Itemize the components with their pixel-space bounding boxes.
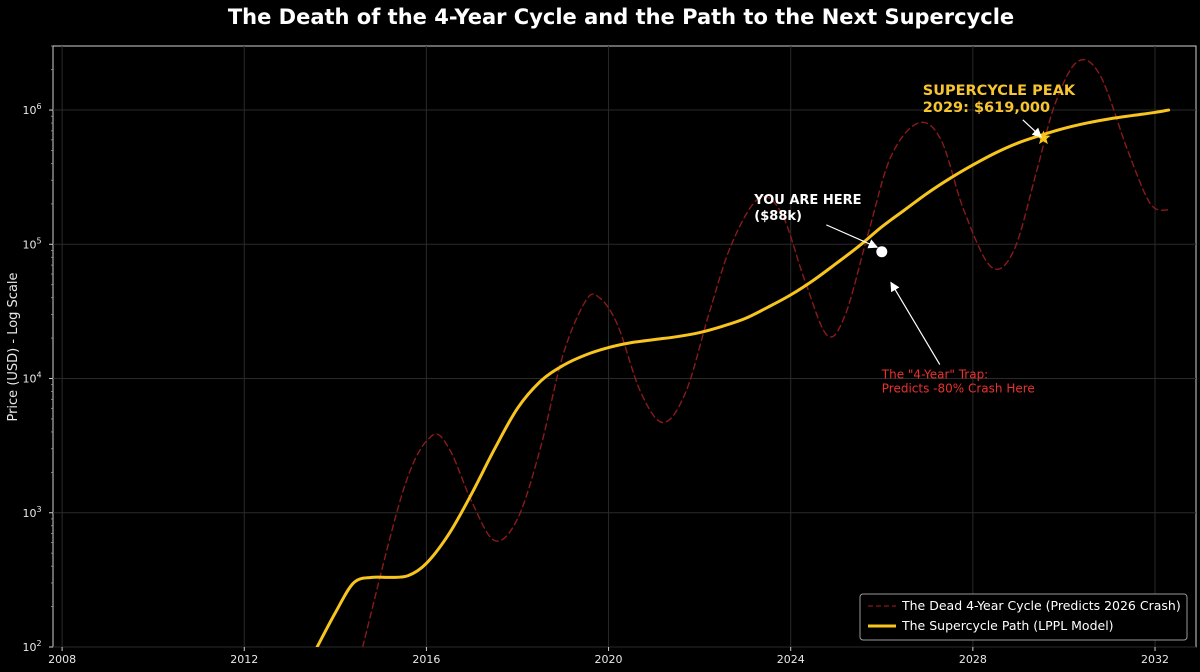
y-axis-label: Price (USD) - Log Scale — [6, 272, 21, 421]
trap-annotation-line-1: The "4-Year" Trap: — [881, 368, 988, 382]
series-line-supercycle — [315, 108, 1171, 647]
series-layer — [315, 58, 1171, 647]
y-axis-ticks: 102 103 104 105 106 — [22, 45, 53, 654]
marker-supercycle-peak — [1036, 130, 1051, 145]
x-tick-label: 2032 — [1141, 653, 1169, 666]
legend-label-supercycle: The Supercycle Path (LPPL Model) — [901, 618, 1114, 633]
peak-annotation: SUPERCYCLE PEAK 2029: $619,000 — [923, 83, 1080, 116]
y-tick-label: 105 — [22, 236, 41, 251]
trap-annotation-line-2: Predicts -80% Crash Here — [882, 382, 1035, 396]
x-tick-label: 2024 — [777, 653, 805, 666]
x-tick-label: 2028 — [959, 653, 987, 666]
x-tick-label: 2012 — [230, 653, 258, 666]
chart-title: The Death of the 4-Year Cycle and the Pa… — [228, 5, 1014, 29]
marker-layer — [876, 130, 1051, 258]
current-annotation-line-1: YOU ARE HERE — [753, 193, 861, 208]
current-annotation-line-2: ($88k) — [754, 209, 802, 224]
x-tick-label: 2008 — [48, 653, 76, 666]
peak-annotation-line-1: SUPERCYCLE PEAK — [923, 83, 1076, 99]
plot-area — [52, 45, 1197, 648]
peak-arrow — [1022, 119, 1042, 138]
marker-current-price — [876, 246, 888, 258]
y-tick-label: 102 — [22, 639, 41, 654]
x-axis-ticks: 2008 2012 2016 2020 2024 2028 2032 — [48, 647, 1169, 666]
peak-annotation-line-2: 2029: $619,000 — [923, 100, 1050, 116]
legend: The Dead 4-Year Cycle (Predicts 2026 Cra… — [859, 593, 1188, 641]
trap-arrow — [890, 281, 941, 365]
y-tick-label: 106 — [22, 102, 41, 117]
series-line-dead-cycle — [361, 58, 1170, 647]
trap-annotation: The "4-Year" Trap: Predicts -80% Crash H… — [881, 368, 1035, 396]
current-annotation: YOU ARE HERE ($88k) — [753, 193, 866, 224]
annotations: YOU ARE HERE ($88k) SUPERCYCLE PEAK 2029… — [753, 83, 1080, 396]
x-tick-label: 2020 — [595, 653, 623, 666]
x-tick-label: 2016 — [412, 653, 440, 666]
current-arrow — [826, 224, 879, 249]
grid — [53, 46, 1196, 648]
y-tick-label: 103 — [22, 505, 41, 520]
legend-box — [859, 593, 1188, 641]
legend-label-dead-cycle: The Dead 4-Year Cycle (Predicts 2026 Cra… — [901, 598, 1181, 613]
y-tick-label: 104 — [22, 371, 41, 386]
